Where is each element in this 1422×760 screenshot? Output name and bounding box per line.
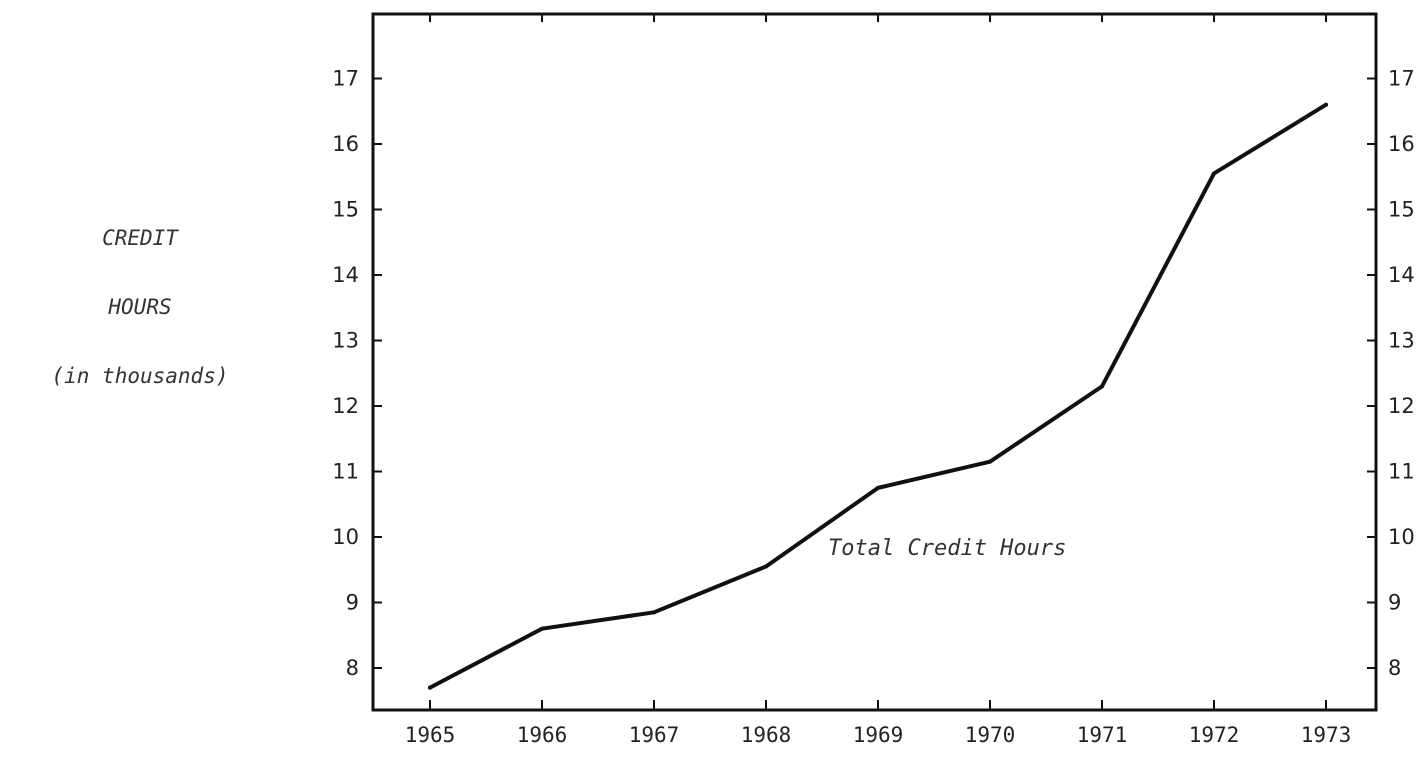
- data-point: [540, 626, 544, 631]
- right-y-axis: 8 9 10 11 12 13 14 15 16 17: [1367, 67, 1415, 680]
- left-y-tick-label: 14: [332, 263, 359, 287]
- y-axis-label-line-1: CREDIT: [102, 226, 179, 250]
- right-y-tick-label: 12: [1388, 394, 1415, 418]
- left-y-tick-label: 17: [332, 67, 359, 91]
- plot-frame: [371, 12, 1378, 712]
- data-point: [988, 459, 992, 464]
- left-y-tick-label: 16: [332, 132, 359, 156]
- x-tick-label: 1969: [853, 723, 904, 747]
- x-tick-label: 1966: [517, 723, 568, 747]
- y-axis-label-line-3: (in thousands): [51, 364, 228, 388]
- x-tick-label: 1967: [629, 723, 680, 747]
- x-tick-label: 1971: [1077, 723, 1128, 747]
- y-axis-label-line-2: HOURS: [107, 295, 171, 319]
- x-tick-label: 1968: [741, 723, 792, 747]
- series-line: [428, 102, 1328, 690]
- data-point: [1212, 171, 1216, 176]
- data-point: [652, 610, 656, 615]
- right-y-tick-label: 8: [1388, 656, 1401, 680]
- x-axis: 1965 1966 1967 1968 1969 1970 1971 1972 1973: [405, 14, 1352, 747]
- left-y-axis: 8 9 10 11 12 13 14 15 16 17: [332, 67, 382, 680]
- right-y-tick-label: 13: [1388, 329, 1415, 353]
- left-y-tick-label: 13: [332, 329, 359, 353]
- right-y-tick-label: 14: [1388, 263, 1415, 287]
- right-y-tick-label: 9: [1388, 591, 1401, 615]
- data-point: [428, 685, 432, 690]
- x-tick-label: 1972: [1189, 723, 1240, 747]
- right-y-tick-label: 15: [1388, 198, 1415, 222]
- x-tick-label: 1970: [965, 723, 1016, 747]
- data-point: [1324, 102, 1328, 107]
- data-point: [1100, 384, 1104, 389]
- series-label: Total Credit Hours: [828, 536, 1066, 561]
- left-y-tick-label: 9: [346, 591, 359, 615]
- x-tick-label: 1965: [405, 723, 456, 747]
- right-y-tick-label: 16: [1388, 132, 1415, 156]
- right-y-tick-label: 11: [1388, 460, 1415, 484]
- x-tick-label: 1973: [1301, 723, 1352, 747]
- right-y-tick-label: 10: [1388, 525, 1415, 549]
- data-point: [764, 564, 768, 569]
- right-y-tick-label: 17: [1388, 67, 1415, 91]
- left-y-tick-label: 12: [332, 394, 359, 418]
- y-axis-label: CREDIT HOURS (in thousands): [51, 226, 228, 388]
- left-y-tick-label: 10: [332, 525, 359, 549]
- left-y-tick-label: 8: [346, 656, 359, 680]
- left-y-tick-label: 15: [332, 198, 359, 222]
- left-y-tick-label: 11: [332, 460, 359, 484]
- series-layer: Total Credit Hours: [428, 102, 1328, 690]
- data-point: [876, 485, 880, 490]
